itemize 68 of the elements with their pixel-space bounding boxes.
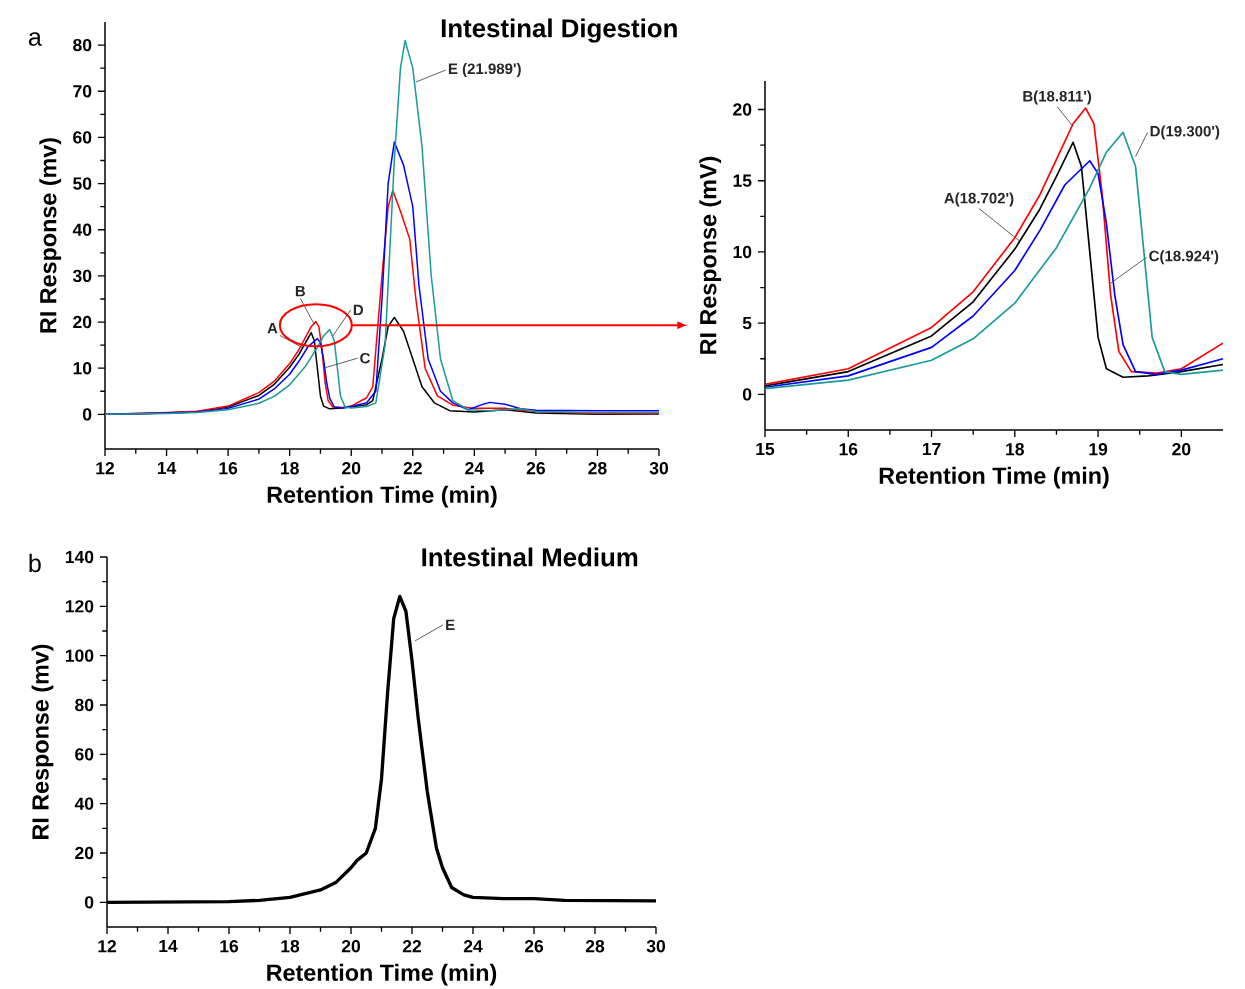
x-tick-label: 22 [402, 940, 422, 953]
y-tick-label: 0 [82, 408, 92, 421]
x-axis-title: Retention Time (min) [879, 466, 1109, 489]
x-tick-label: 20 [341, 940, 361, 953]
y-axis-title: RI Response (mv) [31, 644, 54, 839]
x-tick-label: 14 [157, 462, 177, 475]
x-tick-label: 14 [159, 940, 178, 953]
y-tick-label: 50 [73, 177, 92, 190]
x-tick-label: 12 [98, 940, 117, 953]
y-tick-label: 120 [65, 600, 94, 613]
x-tick-label: 30 [649, 462, 669, 475]
y-tick-label: 10 [733, 245, 752, 259]
y-tick-label: 140 [65, 550, 94, 564]
x-tick-label: 24 [465, 462, 484, 475]
x-tick-label: 16 [839, 443, 858, 456]
x-tick-label: 22 [403, 462, 422, 475]
annotation: D(19.300') [1150, 125, 1220, 140]
chart-title: Intestinal Medium [422, 547, 638, 567]
y-tick-label: 60 [73, 131, 92, 144]
y-tick-label: 0 [742, 388, 752, 401]
x-tick-label: 20 [342, 462, 361, 475]
y-tick-label: 40 [74, 797, 94, 810]
annotation: C(18.924') [1149, 250, 1219, 265]
chart-title: Intestinal Digestion [441, 18, 677, 43]
y-tick-label: 10 [73, 362, 92, 375]
y-tick-label: 0 [84, 896, 94, 909]
annotation: D [353, 304, 364, 316]
x-tick-label: 18 [1006, 443, 1024, 456]
x-tick-label: 19 [1089, 443, 1108, 456]
x-tick-label: 26 [524, 940, 544, 953]
text: b [29, 553, 41, 573]
y-tick-label: 5 [742, 317, 752, 330]
x-tick-label: 12 [96, 462, 115, 475]
x-tick-label: 26 [526, 462, 545, 475]
x-tick-label: 30 [646, 940, 666, 953]
x-tick-label: 16 [220, 940, 239, 953]
y-axis-title: RI Response (mv) [39, 138, 62, 333]
x-tick-label: 17 [922, 443, 941, 456]
annotation: A(18.702') [944, 192, 1014, 207]
text: a [28, 32, 42, 46]
y-tick-label: 80 [75, 698, 94, 712]
x-tick-label: 16 [219, 462, 238, 475]
annotation: E [446, 619, 455, 631]
annotation: E (21.989') [448, 63, 521, 77]
x-tick-label: 24 [463, 940, 483, 953]
x-tick-label: 28 [585, 940, 605, 953]
y-tick-label: 20 [733, 103, 752, 116]
annotation: B [295, 285, 306, 297]
x-tick-label: 15 [756, 443, 775, 456]
y-tick-label: 40 [72, 223, 92, 236]
y-tick-label: 30 [72, 269, 92, 283]
y-axis-title: RI Response (mV) [699, 156, 722, 354]
x-tick-label: 28 [588, 462, 607, 475]
y-tick-label: 100 [65, 649, 94, 662]
annotation: A [267, 323, 278, 334]
y-tick-label: 20 [73, 315, 92, 329]
x-axis-title: Retention Time (min) [267, 485, 497, 508]
x-tick-label: 18 [281, 462, 299, 475]
y-tick-label: 60 [75, 748, 94, 761]
x-tick-label: 20 [1172, 443, 1191, 456]
x-axis-title: Retention Time (min) [267, 963, 497, 986]
annotation: B(18.811') [1023, 90, 1092, 105]
annotation: C [360, 352, 371, 364]
y-tick-label: 80 [73, 38, 92, 52]
x-tick-label: 18 [281, 940, 300, 953]
y-tick-label: 15 [733, 174, 752, 187]
y-tick-label: 70 [73, 85, 92, 98]
y-tick-label: 20 [75, 846, 94, 860]
